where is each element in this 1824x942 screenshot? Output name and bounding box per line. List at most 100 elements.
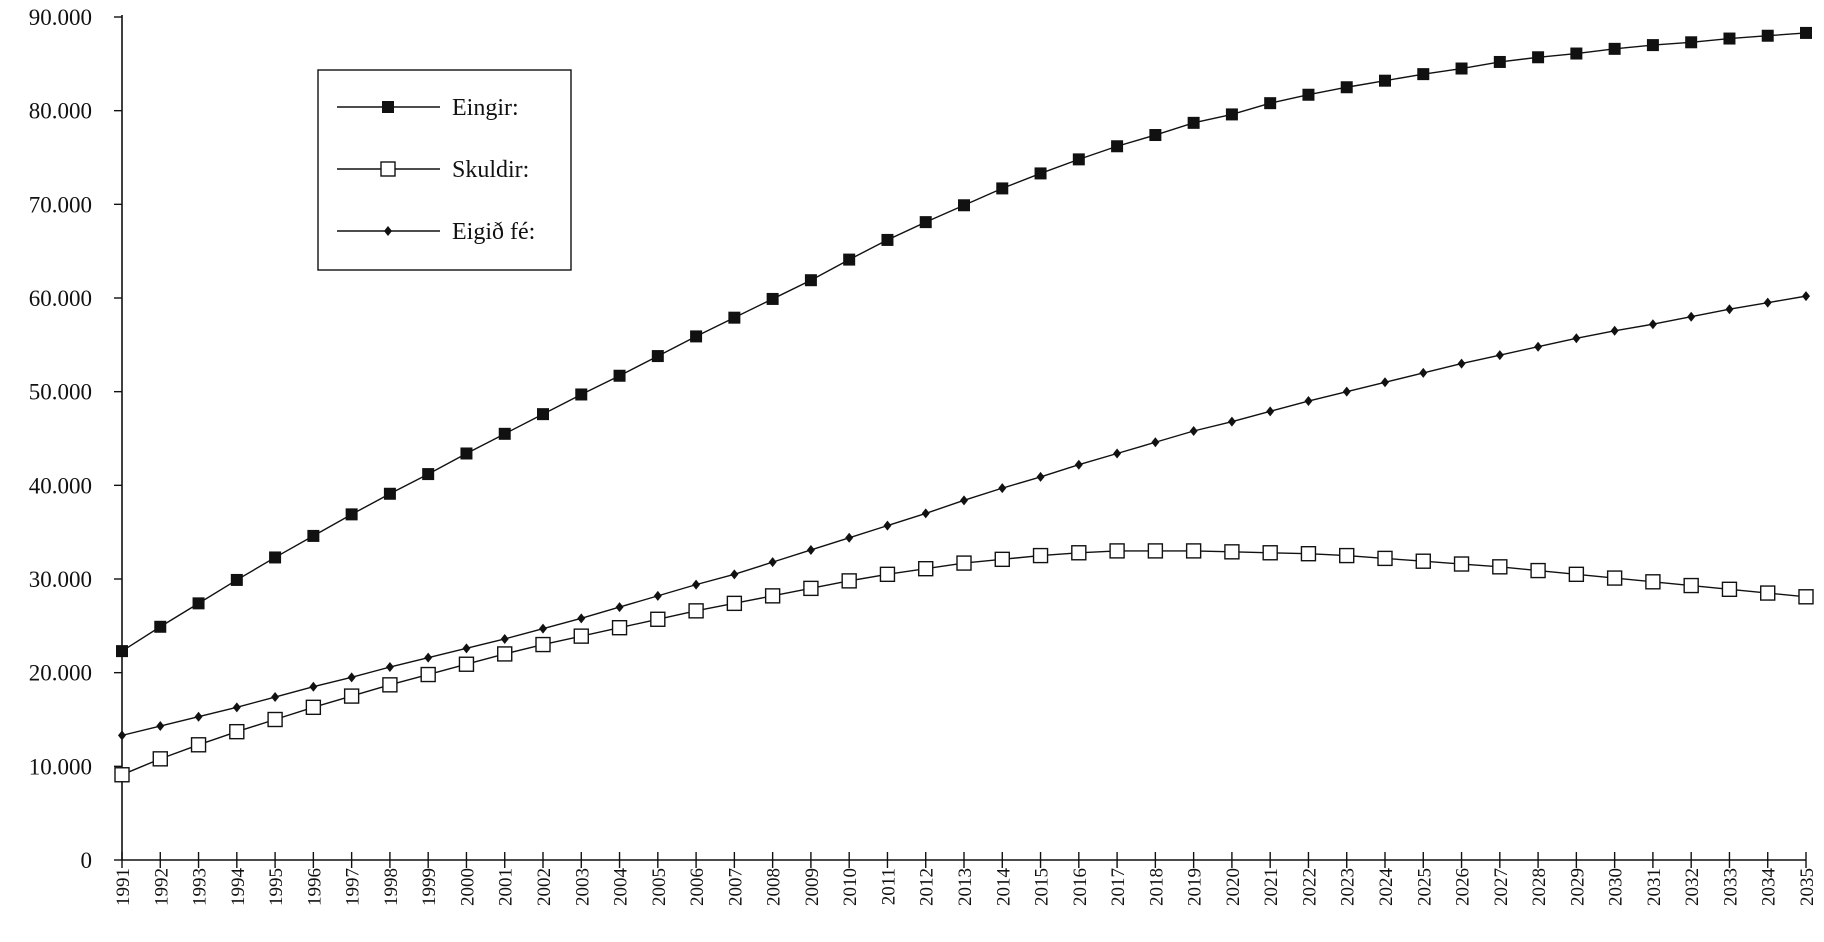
x-tick-label: 1997	[343, 868, 364, 906]
y-tick-label: 10.000	[29, 754, 92, 779]
data-point	[156, 721, 165, 732]
data-point	[190, 737, 207, 753]
y-tick-label: 60.000	[29, 286, 92, 311]
data-point	[1302, 88, 1315, 101]
data-point	[1149, 129, 1162, 142]
data-point	[1648, 319, 1657, 330]
data-point	[1036, 471, 1045, 482]
data-point	[728, 311, 741, 324]
y-tick-labels: 0 10.000 20.000 30.000 40.000 50.000 60.000 70.…	[29, 5, 92, 873]
data-point	[1377, 550, 1393, 567]
data-point	[194, 711, 203, 722]
y-tick-label: 80.000	[29, 99, 92, 124]
x-tick-label: 1994	[228, 868, 249, 907]
data-point	[1339, 547, 1355, 564]
x-tick-label: 2032	[1682, 868, 1703, 906]
data-point	[958, 199, 970, 212]
data-point	[267, 711, 283, 728]
x-tick-label: 2031	[1644, 868, 1665, 906]
x-tick-label: 1998	[381, 868, 402, 906]
data-point	[385, 662, 394, 673]
x-tick-label: 2030	[1606, 868, 1627, 906]
data-point	[192, 597, 205, 610]
data-point	[918, 560, 934, 577]
data-point	[1646, 39, 1659, 52]
data-point	[577, 613, 586, 624]
data-point	[1266, 406, 1275, 417]
data-point	[1300, 546, 1317, 562]
data-point	[1264, 97, 1277, 110]
data-point	[611, 620, 628, 636]
y-tick-label: 20.000	[29, 661, 92, 686]
data-point	[1147, 543, 1164, 559]
data-point	[307, 529, 320, 542]
x-tick-label: 1991	[113, 868, 134, 906]
x-tick-label: 2022	[1299, 868, 1320, 906]
data-point	[1683, 577, 1699, 594]
data-point	[497, 646, 513, 662]
data-point	[1072, 153, 1085, 166]
x-tick-label: 2023	[1338, 868, 1359, 906]
data-point	[1534, 341, 1543, 352]
x-tick-label: 2012	[917, 868, 938, 906]
data-point	[956, 555, 972, 571]
data-point	[845, 532, 854, 543]
x-tick-label: 1996	[304, 868, 325, 906]
x-tick-label: 1999	[419, 868, 440, 906]
data-point	[1187, 116, 1200, 129]
axes	[114, 15, 1807, 868]
x-tick-label: 2000	[457, 868, 478, 906]
x-tick-label: 2020	[1223, 868, 1244, 906]
data-point	[1802, 291, 1810, 302]
series-3	[118, 291, 1810, 741]
data-point	[1185, 543, 1202, 559]
data-point	[1572, 333, 1581, 344]
data-point	[688, 603, 704, 619]
data-point	[960, 495, 968, 506]
series-2	[114, 543, 1814, 783]
data-point	[269, 551, 282, 564]
data-point	[726, 595, 743, 612]
x-tick-label: 2001	[496, 868, 517, 906]
x-tick-label: 2026	[1453, 868, 1474, 906]
data-point	[843, 253, 856, 266]
legend-marker	[384, 226, 392, 236]
legend-marker	[382, 101, 394, 113]
data-point	[1608, 42, 1621, 55]
data-point	[116, 645, 128, 658]
data-point	[1723, 32, 1736, 45]
data-point	[1032, 547, 1049, 564]
x-tick-label: 2019	[1185, 868, 1206, 906]
data-point	[841, 573, 857, 589]
data-point	[651, 350, 664, 363]
legend-marker	[380, 161, 396, 177]
x-tick-label: 2008	[764, 868, 785, 906]
x-tick-label: 2014	[993, 868, 1014, 907]
data-point	[1304, 396, 1313, 407]
x-tick-label: 2033	[1720, 868, 1741, 906]
data-point	[1034, 167, 1047, 180]
data-point	[1800, 26, 1812, 39]
x-tick-label: 2034	[1759, 868, 1780, 907]
x-tick-label: 2007	[725, 868, 746, 906]
data-point	[345, 508, 358, 521]
data-point	[230, 573, 243, 586]
x-tick-label: 2017	[1108, 868, 1129, 906]
data-point	[460, 447, 473, 460]
data-point	[1532, 51, 1545, 64]
data-point	[1721, 581, 1738, 598]
data-point	[154, 620, 167, 633]
data-point	[806, 544, 815, 555]
data-point	[613, 369, 626, 382]
data-point	[804, 274, 817, 287]
data-point	[462, 643, 471, 654]
data-point	[1071, 545, 1087, 561]
data-point	[1760, 585, 1776, 601]
data-point	[615, 602, 624, 613]
data-point	[919, 216, 932, 229]
data-point	[1109, 543, 1125, 559]
data-point	[994, 551, 1010, 568]
legend-label: Eingir:	[452, 95, 519, 121]
data-point	[1381, 377, 1389, 388]
